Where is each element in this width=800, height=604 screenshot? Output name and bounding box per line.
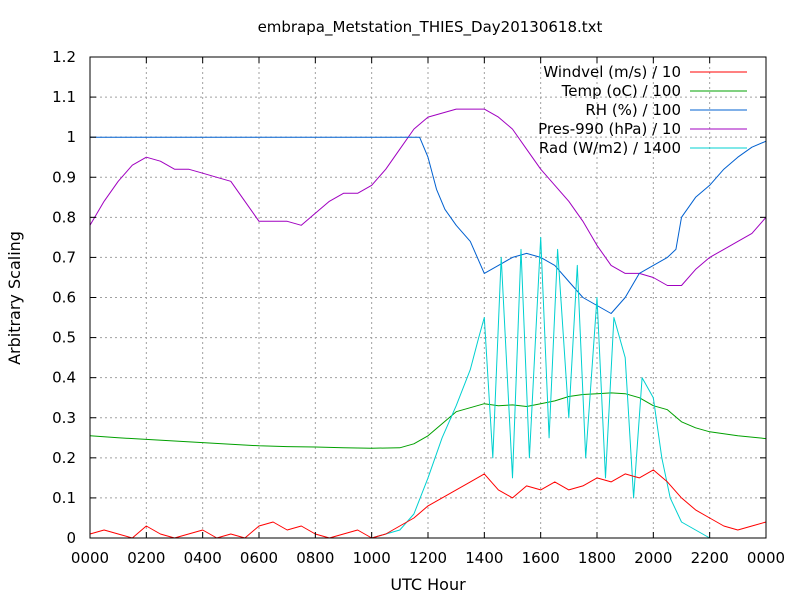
x-tick-label: 1800 — [578, 549, 616, 567]
series-layer — [89, 108, 767, 539]
ticks — [89, 56, 767, 539]
x-tick-label: 0400 — [184, 549, 222, 567]
y-tick-label: 0.3 — [52, 409, 76, 427]
y-tick-label: 0.9 — [52, 168, 76, 186]
x-tick-label: 2000 — [634, 549, 672, 567]
y-tick-label: 0 — [66, 529, 76, 547]
y-tick-label: 0.6 — [52, 289, 76, 307]
x-tick-label: 1600 — [522, 549, 560, 567]
legend-label-3: Pres-990 (hPa) / 10 — [538, 120, 681, 138]
x-tick-label: 0000 — [71, 549, 109, 567]
series-line-2 — [90, 136, 767, 314]
x-tick-label: 2200 — [691, 549, 729, 567]
y-tick-label: 1.2 — [52, 48, 76, 66]
series-line-3 — [89, 108, 767, 286]
legend-label-1: Temp (oC) / 100 — [561, 82, 681, 100]
x-tick-label: 1000 — [353, 549, 391, 567]
y-tick-labels: 0 0.1 0.2 0.3 0.4 0.5 0.6 0.7 0.8 0.9 1 1.1 1.2 — [52, 48, 76, 547]
x-tick-label: 1200 — [409, 549, 447, 567]
series-line-0 — [89, 469, 767, 539]
chart-title: embrapa_Metstation_THIES_Day20130618.txt — [258, 18, 603, 37]
y-tick-label: 0.8 — [52, 208, 76, 226]
x-tick-label: 0000 — [747, 549, 785, 567]
x-tick-label: 0600 — [240, 549, 278, 567]
y-tick-label: 0.5 — [52, 329, 76, 347]
x-axis-title: UTC Hour — [390, 575, 466, 594]
y-tick-label: 0.1 — [52, 489, 76, 507]
y-tick-label: 0.7 — [52, 248, 76, 266]
y-axis-title: Arbitrary Scaling — [5, 231, 24, 365]
y-tick-label: 0.2 — [52, 449, 76, 467]
legend-label-2: RH (%) / 100 — [585, 101, 681, 119]
legend-label-4: Rad (W/m2) / 1400 — [539, 139, 681, 157]
x-tick-label: 0200 — [127, 549, 165, 567]
series-line-1 — [89, 392, 767, 449]
x-tick-labels: 0000 0200 0400 0600 0800 1000 1200 1400 1600 1800… — [71, 549, 785, 567]
y-tick-label: 0.4 — [52, 369, 76, 387]
x-tick-label: 1400 — [465, 549, 503, 567]
y-tick-label: 1 — [66, 128, 76, 146]
legend-label-0: Windvel (m/s) / 10 — [543, 63, 681, 81]
y-tick-label: 1.1 — [52, 88, 76, 106]
x-tick-label: 0800 — [296, 549, 334, 567]
